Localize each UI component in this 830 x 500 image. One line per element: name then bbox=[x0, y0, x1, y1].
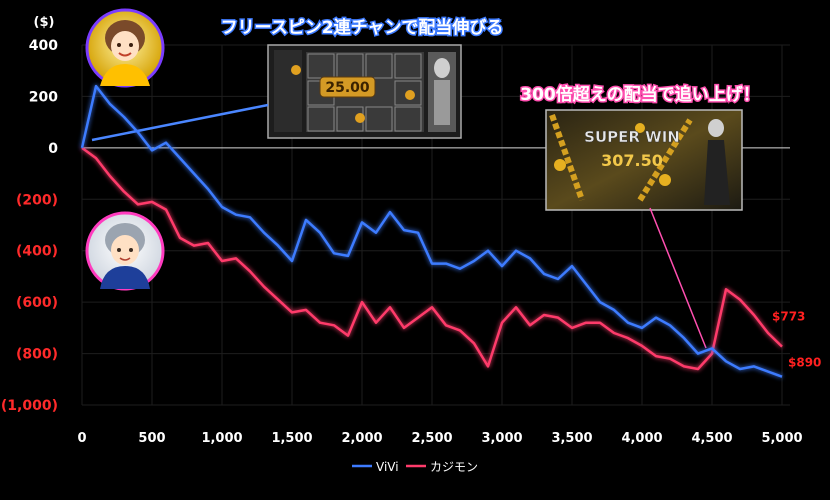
x-tick-label: 1,500 bbox=[271, 431, 312, 446]
x-tick-label: 3,000 bbox=[481, 431, 522, 446]
series-end-label-vivi: $890 bbox=[788, 356, 821, 370]
x-tick-label: 2,000 bbox=[341, 431, 382, 446]
y-tick-label: (400) bbox=[16, 244, 58, 260]
series-layer bbox=[80, 84, 783, 378]
super-win-callout: 300倍超えの配当で追い上げ！ bbox=[520, 84, 760, 105]
x-axis-ticks: 0 500 1,000 1,500 2,000 2,500 3,000 3,500 4,000 4… bbox=[77, 431, 802, 446]
x-tick-label: 3,500 bbox=[551, 431, 592, 446]
x-tick-label: 2,500 bbox=[411, 431, 452, 446]
super-win-amount: 307.50 bbox=[601, 151, 663, 170]
kajimon-avatar bbox=[85, 211, 165, 291]
legend-label-kajimon: カジモン bbox=[430, 460, 478, 474]
series-end-label-kajimon: $773 bbox=[772, 310, 805, 324]
x-tick-label: 500 bbox=[138, 431, 165, 446]
y-axis-unit-label: ($) bbox=[34, 15, 55, 30]
y-axis-ticks: 400 200 0 (200) (400) (600) (800) (1,000) bbox=[1, 38, 58, 414]
x-tick-label: 4,000 bbox=[621, 431, 662, 446]
super-win-pointer-line bbox=[649, 207, 707, 349]
x-tick-label: 1,000 bbox=[201, 431, 242, 446]
y-tick-label: 200 bbox=[29, 89, 58, 105]
free-spin-pointer-line bbox=[91, 103, 269, 142]
chart-legend: ViVi カジモン bbox=[352, 460, 478, 474]
series-line-kajimon bbox=[81, 146, 783, 371]
y-tick-label: (800) bbox=[16, 347, 58, 363]
x-tick-label: 4,500 bbox=[691, 431, 732, 446]
super-win-inset-image: SUPER WIN 307.50 bbox=[545, 109, 743, 211]
x-tick-label: 0 bbox=[77, 431, 86, 446]
free-spin-callout: フリースピン2連チャンで配当伸びる bbox=[221, 17, 504, 38]
y-tick-label: (1,000) bbox=[1, 398, 58, 414]
y-tick-label: 400 bbox=[29, 38, 58, 54]
free-spin-win-amount: 25.00 bbox=[325, 80, 370, 96]
series-line-vivi bbox=[80, 84, 783, 378]
y-tick-label: (600) bbox=[16, 295, 58, 311]
super-win-title: SUPER WIN bbox=[584, 128, 680, 146]
y-tick-label: (200) bbox=[16, 192, 58, 208]
x-tick-label: 5,000 bbox=[761, 431, 802, 446]
y-tick-label: 0 bbox=[48, 141, 58, 157]
legend-label-vivi: ViVi bbox=[376, 460, 399, 474]
free-spin-inset-image: 25.00 bbox=[267, 44, 462, 139]
vivi-avatar bbox=[85, 8, 165, 88]
